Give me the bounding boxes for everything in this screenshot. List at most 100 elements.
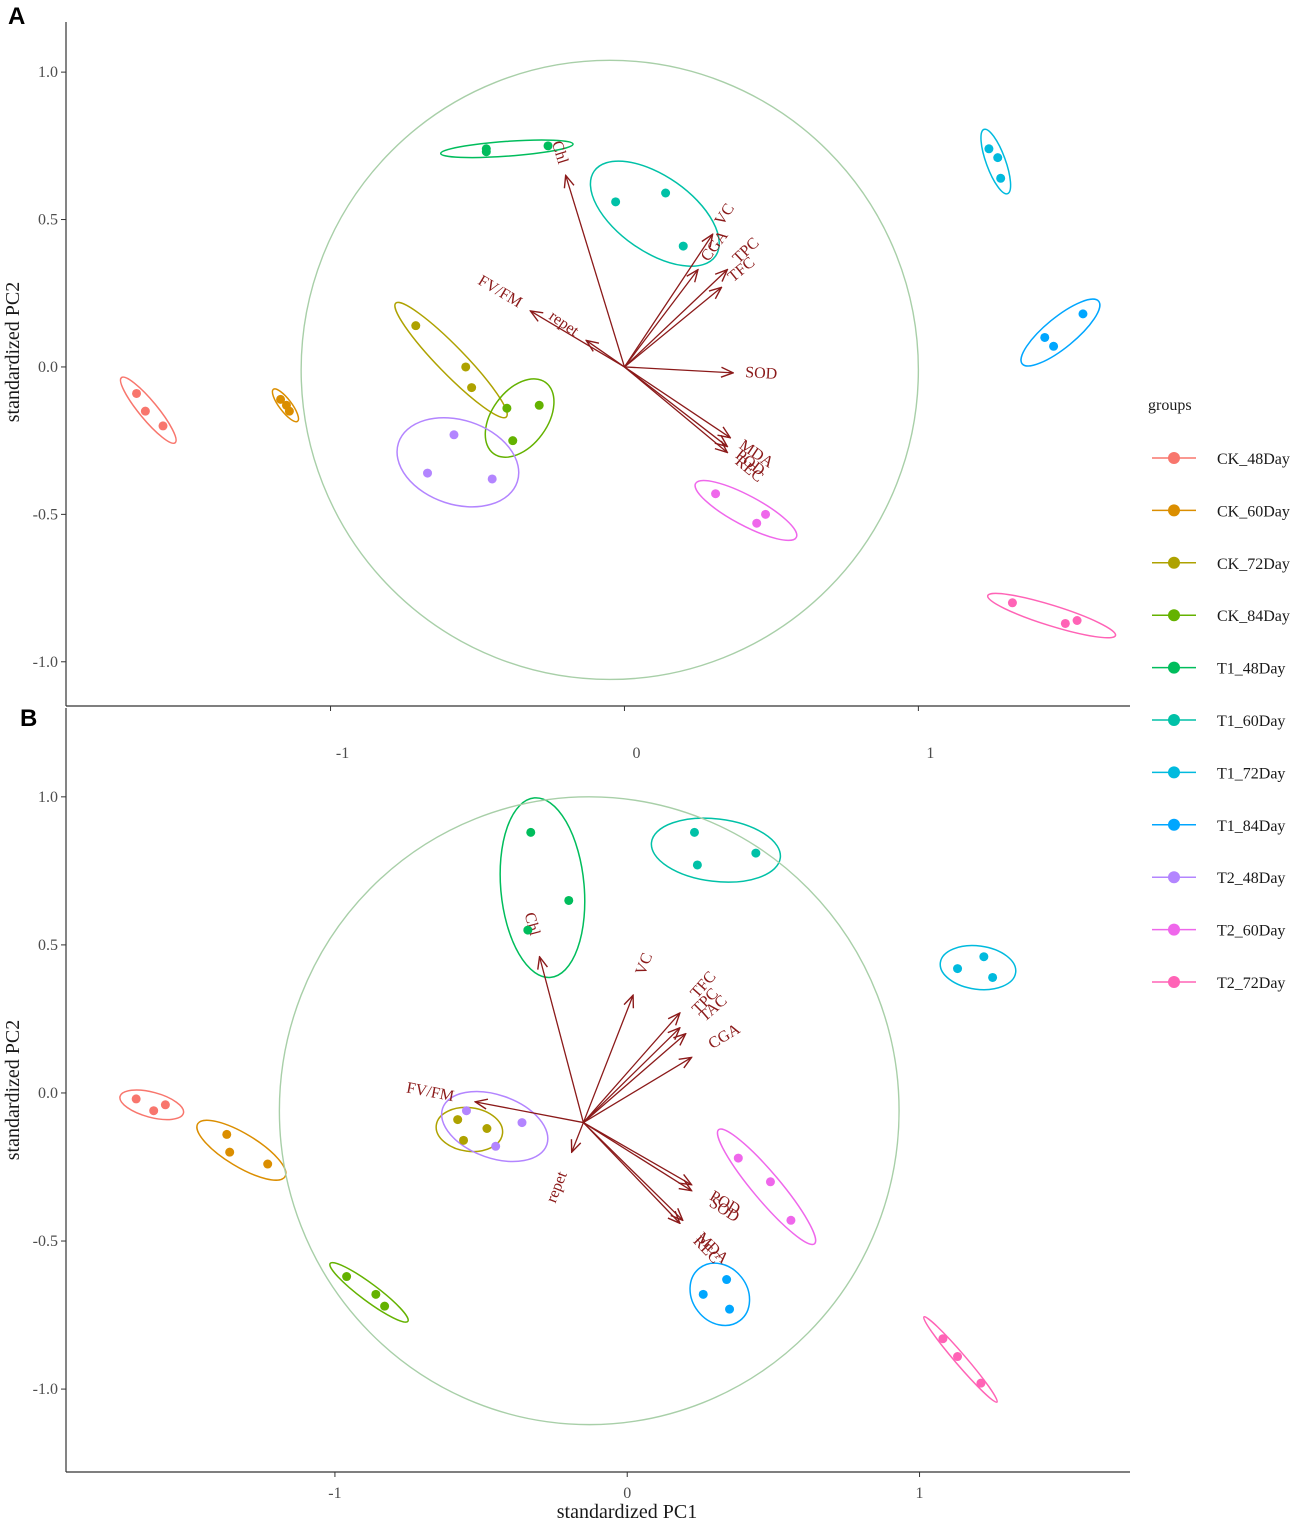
panel-b-vector-cga — [583, 1057, 691, 1124]
panel-b-point-t1-72day-2 — [979, 952, 989, 962]
panel-b-point-ck-48day-2 — [149, 1106, 159, 1116]
panel-a-point-ck-60day-3 — [284, 406, 294, 416]
panel-b-point-ck-84day-3 — [380, 1301, 390, 1311]
legend-dot-ck-60day — [1168, 504, 1180, 517]
panel-a-vector-chl — [566, 175, 626, 368]
panel-a-point-ck-48day-2 — [140, 406, 150, 416]
panel-a-point-t1-84day-1 — [1040, 332, 1050, 342]
panel-b-ellipse-ck-72day — [435, 1106, 504, 1153]
panel-a-y-tick-label-2: 0.5 — [38, 212, 58, 229]
panel-b-point-t1-60day-1 — [689, 827, 699, 837]
panel-a-point-t2-72day-2 — [1060, 618, 1070, 628]
panel-b-y-tick-label-1: 1.0 — [38, 789, 58, 806]
panel-a-y-tick-label-1: 1.0 — [38, 64, 58, 81]
panel-b-point-ck-72day-2 — [459, 1135, 469, 1145]
panel-a-point-t2-48day-1 — [423, 468, 433, 478]
panel-b-point-ck-60day-1 — [222, 1129, 232, 1139]
panel-a-y-ticks: 1.0 0.5 0.0 -0.5 -1.0 — [33, 64, 66, 671]
panel-b-vector-fv-fm — [475, 1102, 584, 1124]
panel-b-point-t2-60day-2 — [765, 1177, 775, 1187]
panel-b-ellipse-t2-72day — [922, 1315, 998, 1403]
panel-a-point-ck-72day-2 — [461, 362, 471, 372]
panel-a-ellipse-t1-84day — [1020, 298, 1101, 367]
panel-a-vector-label-repet: repet — [546, 308, 582, 341]
panel-a-vector-cga — [623, 270, 697, 368]
panel-a-point-t2-72day-1 — [1007, 598, 1017, 608]
panel-b-vector-rec — [582, 1122, 679, 1224]
panel-a-correlation-circle-layer — [300, 59, 920, 681]
panel-a-point-t2-60day-1 — [711, 489, 721, 499]
panel-b-y-tick-label-4: -0.5 — [33, 1233, 58, 1250]
legend-dot-t1-60day — [1168, 714, 1180, 726]
legend-dot-t2-72day — [1168, 976, 1180, 988]
panel-a-point-t1-84day-3 — [1078, 309, 1088, 319]
panel-a-vector-mda — [624, 366, 730, 438]
panel-a-vector-label-tfc: TFC — [725, 254, 758, 286]
panel-a-point-t1-48day-2 — [481, 147, 491, 157]
panel-b-vector-tpc — [582, 1028, 679, 1124]
panel-a-vector-label-vc: VC — [712, 201, 738, 229]
panel-b-ellipse-ck-60day — [196, 1119, 287, 1181]
panel-b-point-t1-84day-1 — [698, 1289, 708, 1299]
panel-b-point-t1-60day-2 — [692, 860, 702, 870]
legend-dot-t1-84day — [1168, 818, 1180, 831]
panel-b-ellipse-t1-72day — [939, 944, 1017, 991]
legend-title: groups — [1148, 397, 1192, 414]
panel-a-ellipse-t1-48day — [439, 139, 574, 159]
panel-b-point-t2-60day-3 — [786, 1215, 796, 1225]
panel-b-point-t1-72day-1 — [953, 964, 963, 974]
panel-b-point-t2-48day-2 — [491, 1141, 501, 1151]
legend-label-ck-48day: CK_48Day — [1217, 451, 1290, 468]
panel-a-point-ck-48day-3 — [158, 421, 168, 431]
panel-b-point-t2-60day-1 — [733, 1153, 743, 1163]
legend-label-t1-84day: T1_84Day — [1217, 818, 1285, 835]
panel-b-point-ck-72day-1 — [453, 1115, 463, 1125]
panel-a-vector-sod — [624, 366, 733, 373]
panel-a-correlation-circle — [300, 59, 920, 681]
panel-b-y-ticks: 1.0 0.5 0.0 -0.5 -1.0 — [33, 789, 66, 1398]
panel-b-ellipse-ck-84day — [329, 1261, 409, 1323]
panel-a-point-t1-72day-3 — [996, 173, 1006, 183]
legend-entries: CK_48Day CK_60Day CK_72Day CK_84Day T1_48Day… — [1152, 451, 1290, 992]
panel-b-point-ck-60day-3 — [263, 1159, 273, 1169]
legend-dot-t1-48day — [1168, 661, 1180, 674]
panel-a-vector-tpc — [624, 270, 727, 368]
panel-a-point-t1-84day-2 — [1049, 341, 1059, 351]
panel-b-point-ck-60day-2 — [225, 1147, 235, 1157]
legend-item-ck-48day: CK_48Day — [1152, 451, 1290, 468]
panel-b-vector-chl — [540, 957, 585, 1123]
panel-b-vector-vc — [582, 995, 633, 1123]
panel-b-ellipse-t1-48day — [499, 797, 586, 979]
legend-label-t2-60day: T2_60Day — [1217, 923, 1285, 940]
panel-a-ellipses — [119, 128, 1117, 639]
panel-a-x-tick-label-1: -1 — [336, 745, 349, 762]
panel-b-vector-sod — [583, 1122, 691, 1191]
legend-dot-t1-72day — [1168, 766, 1180, 779]
legend-item-ck-72day: CK_72Day — [1152, 556, 1290, 573]
panel-a-y-tick-label-5: -1.0 — [33, 654, 58, 671]
panel-b-point-t2-72day-1 — [938, 1334, 948, 1344]
panel-b-points — [131, 827, 998, 1388]
panel-b-vector-repet — [572, 1122, 584, 1153]
panel-a-vector-label-cga: CGA — [698, 227, 732, 265]
panel-b-y-tick-label-2: 0.5 — [38, 937, 58, 954]
panel-a-ellipse-t2-48day — [396, 416, 520, 508]
panel-a-ellipse-ck-84day — [484, 378, 555, 458]
legend-label-t1-48day: T1_48Day — [1217, 661, 1285, 678]
panel-a-point-ck-72day-1 — [411, 321, 421, 331]
panel-a-x-tick-label-3: 1 — [926, 745, 934, 762]
panel-b-vector-label-vc: VC — [632, 951, 656, 978]
panel-b-vector-label-chl: Chl — [521, 911, 543, 938]
panel-a-point-t1-60day-3 — [678, 241, 688, 251]
panel-a-vector-fv-fm — [530, 311, 625, 368]
panel-a-point-t1-60day-2 — [661, 188, 671, 198]
legend: groups CK_48Day CK_60Day CK_72Day CK_84Day T… — [1148, 397, 1290, 992]
panel-b-y-axis-title: standardized PC2 — [2, 1020, 24, 1161]
panel-b-point-t2-72day-3 — [976, 1378, 986, 1388]
panel-b-vector-label-repet: repet — [543, 1169, 571, 1206]
panel-b-ellipse-t1-60day — [650, 817, 782, 883]
legend-dot-t2-60day — [1168, 923, 1180, 936]
panel-a-points — [132, 141, 1088, 628]
panel-a-point-ck-84day-3 — [534, 400, 544, 410]
